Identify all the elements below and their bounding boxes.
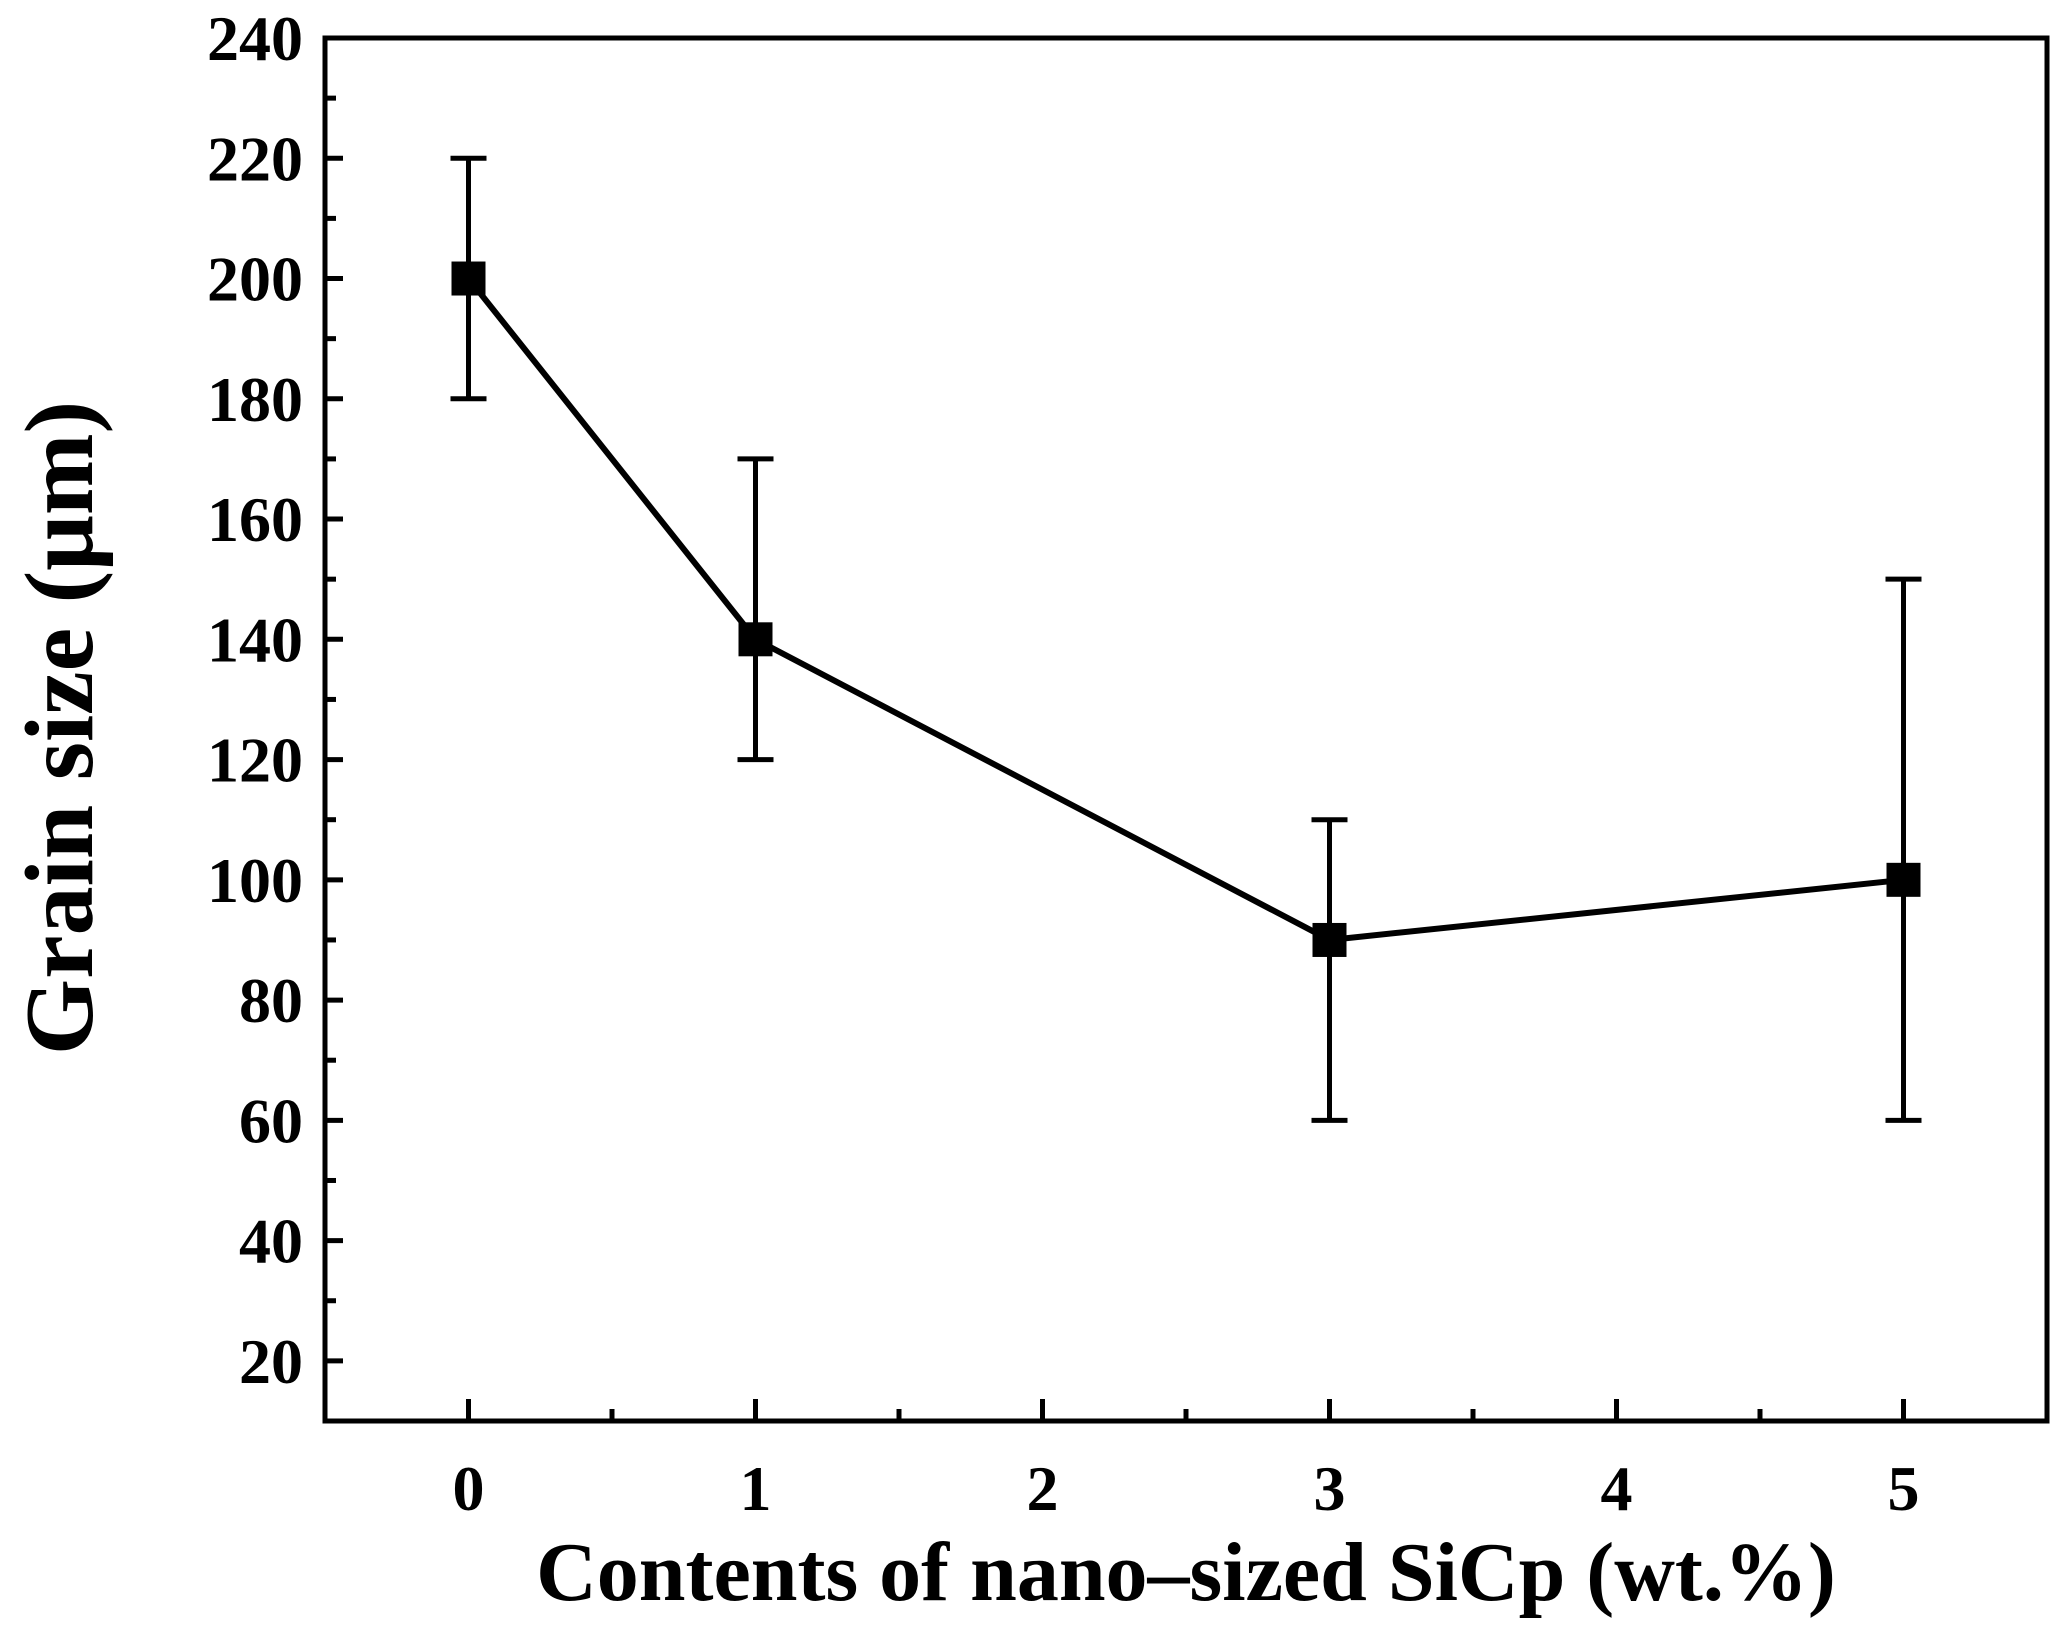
x-tick-label: 4 [1601,1453,1633,1524]
y-tick-label: 180 [207,364,303,435]
y-tick-label: 20 [239,1326,303,1397]
x-axis-title: Contents of nano–sized SiCp (wt.%) [536,1526,1836,1619]
y-tick-label: 60 [239,1085,303,1156]
data-point-marker [451,261,486,296]
y-tick-label: 200 [207,244,303,315]
data-series [450,155,1922,1123]
x-tick-label: 2 [1027,1453,1059,1524]
series-line [466,276,1904,943]
x-tick-label: 5 [1888,1453,1920,1524]
plot-frame [322,35,2050,1424]
y-axis-title: Grain size (μm) [6,401,114,1055]
y-tick-label: 80 [239,965,303,1036]
data-point-marker [738,622,773,657]
x-tick-label: 1 [740,1453,772,1524]
x-tick-label: 3 [1314,1453,1346,1524]
data-point-marker [1886,862,1921,897]
x-tick-label: 0 [453,1453,485,1524]
y-tick-label: 140 [207,604,303,675]
x-tick-labels: 0 1 2 3 4 5 [453,1453,1920,1524]
y-tick-label: 40 [239,1206,303,1277]
data-point-marker [1312,922,1347,957]
y-tick-labels: 20 40 60 80 100 120 140 160 180 200 220 240 [207,3,303,1397]
y-tick-label: 100 [207,845,303,916]
axis-ticks [325,35,1906,1421]
y-tick-label: 240 [207,3,303,74]
y-tick-label: 220 [207,123,303,194]
y-tick-label: 120 [207,725,303,796]
y-tick-label: 160 [207,484,303,555]
